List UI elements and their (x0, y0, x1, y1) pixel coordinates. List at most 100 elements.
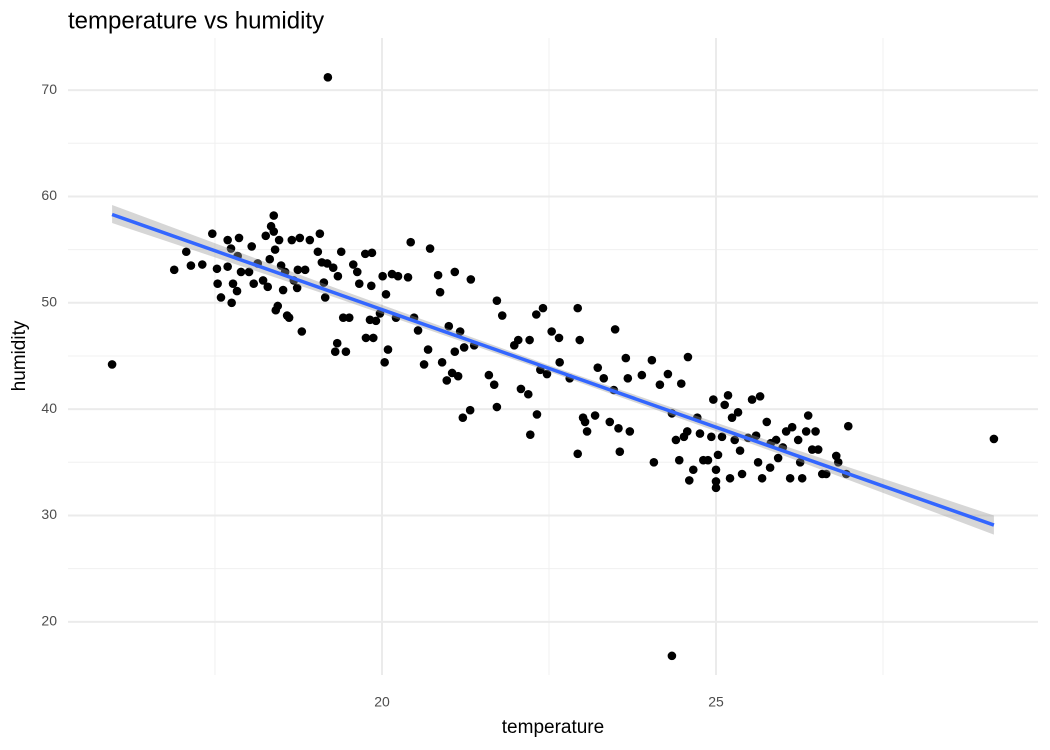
point (711, 465, 721, 475)
point (610, 325, 620, 334)
point (453, 371, 463, 381)
point (338, 313, 348, 322)
point (667, 651, 677, 661)
point (573, 303, 583, 313)
point (366, 281, 376, 291)
point (247, 242, 257, 251)
point (227, 298, 236, 308)
point (323, 73, 333, 82)
point (419, 360, 429, 369)
point (582, 427, 592, 436)
point (747, 395, 757, 404)
point (181, 247, 191, 257)
point (284, 313, 294, 322)
point (531, 310, 541, 319)
point (843, 421, 853, 431)
point (614, 423, 623, 433)
point (322, 259, 332, 268)
point (795, 458, 805, 467)
point (637, 370, 647, 380)
point (315, 229, 325, 238)
point (341, 347, 351, 357)
point (735, 446, 745, 455)
point (797, 473, 807, 483)
point (709, 395, 718, 404)
point (711, 483, 721, 493)
point (273, 301, 283, 311)
point (332, 338, 342, 348)
point (348, 260, 358, 269)
point (525, 335, 534, 345)
point (263, 282, 273, 292)
point (216, 293, 226, 302)
point (554, 333, 564, 343)
point (437, 358, 447, 367)
point (727, 413, 737, 422)
point (433, 270, 443, 280)
y-tick-label: 40 (41, 400, 57, 416)
point (655, 380, 665, 389)
point (753, 458, 763, 467)
point (492, 402, 502, 412)
point (169, 265, 179, 275)
point (344, 313, 354, 322)
point (497, 311, 507, 320)
point (319, 278, 329, 287)
point (383, 345, 393, 354)
point (525, 430, 535, 439)
point (465, 405, 475, 415)
point (367, 248, 377, 258)
point (676, 379, 686, 388)
point (333, 271, 343, 281)
point (757, 473, 767, 483)
point (444, 321, 454, 331)
point (393, 271, 403, 281)
point (575, 335, 585, 345)
point (688, 465, 698, 475)
point (801, 427, 811, 436)
point (380, 358, 389, 367)
point (269, 227, 279, 236)
point (663, 369, 673, 379)
point (803, 411, 813, 420)
point (406, 237, 416, 247)
point (523, 389, 533, 399)
point (354, 279, 364, 288)
point (773, 453, 783, 463)
point (807, 445, 817, 454)
point (403, 272, 413, 282)
y-tick-label: 20 (41, 613, 57, 629)
point (236, 267, 246, 277)
point (707, 432, 716, 442)
point (297, 327, 307, 336)
point (538, 303, 548, 313)
point (703, 455, 713, 465)
point (623, 374, 633, 383)
point (336, 247, 346, 257)
point (107, 360, 117, 369)
point (813, 445, 823, 454)
point (733, 408, 743, 417)
point (276, 261, 286, 270)
point (269, 211, 279, 220)
point (466, 275, 476, 284)
point (513, 335, 523, 345)
point (821, 469, 831, 479)
point (713, 450, 723, 460)
x-axis-title: temperature (502, 717, 604, 738)
point (573, 449, 583, 459)
point (811, 427, 820, 436)
point (425, 244, 435, 253)
point (320, 293, 330, 302)
point (328, 263, 338, 273)
point (413, 326, 423, 335)
point (423, 345, 433, 354)
point (542, 369, 552, 379)
point (213, 279, 222, 288)
point (435, 287, 445, 297)
point (330, 347, 340, 357)
point (207, 229, 217, 238)
point (725, 473, 735, 483)
point (287, 235, 297, 245)
